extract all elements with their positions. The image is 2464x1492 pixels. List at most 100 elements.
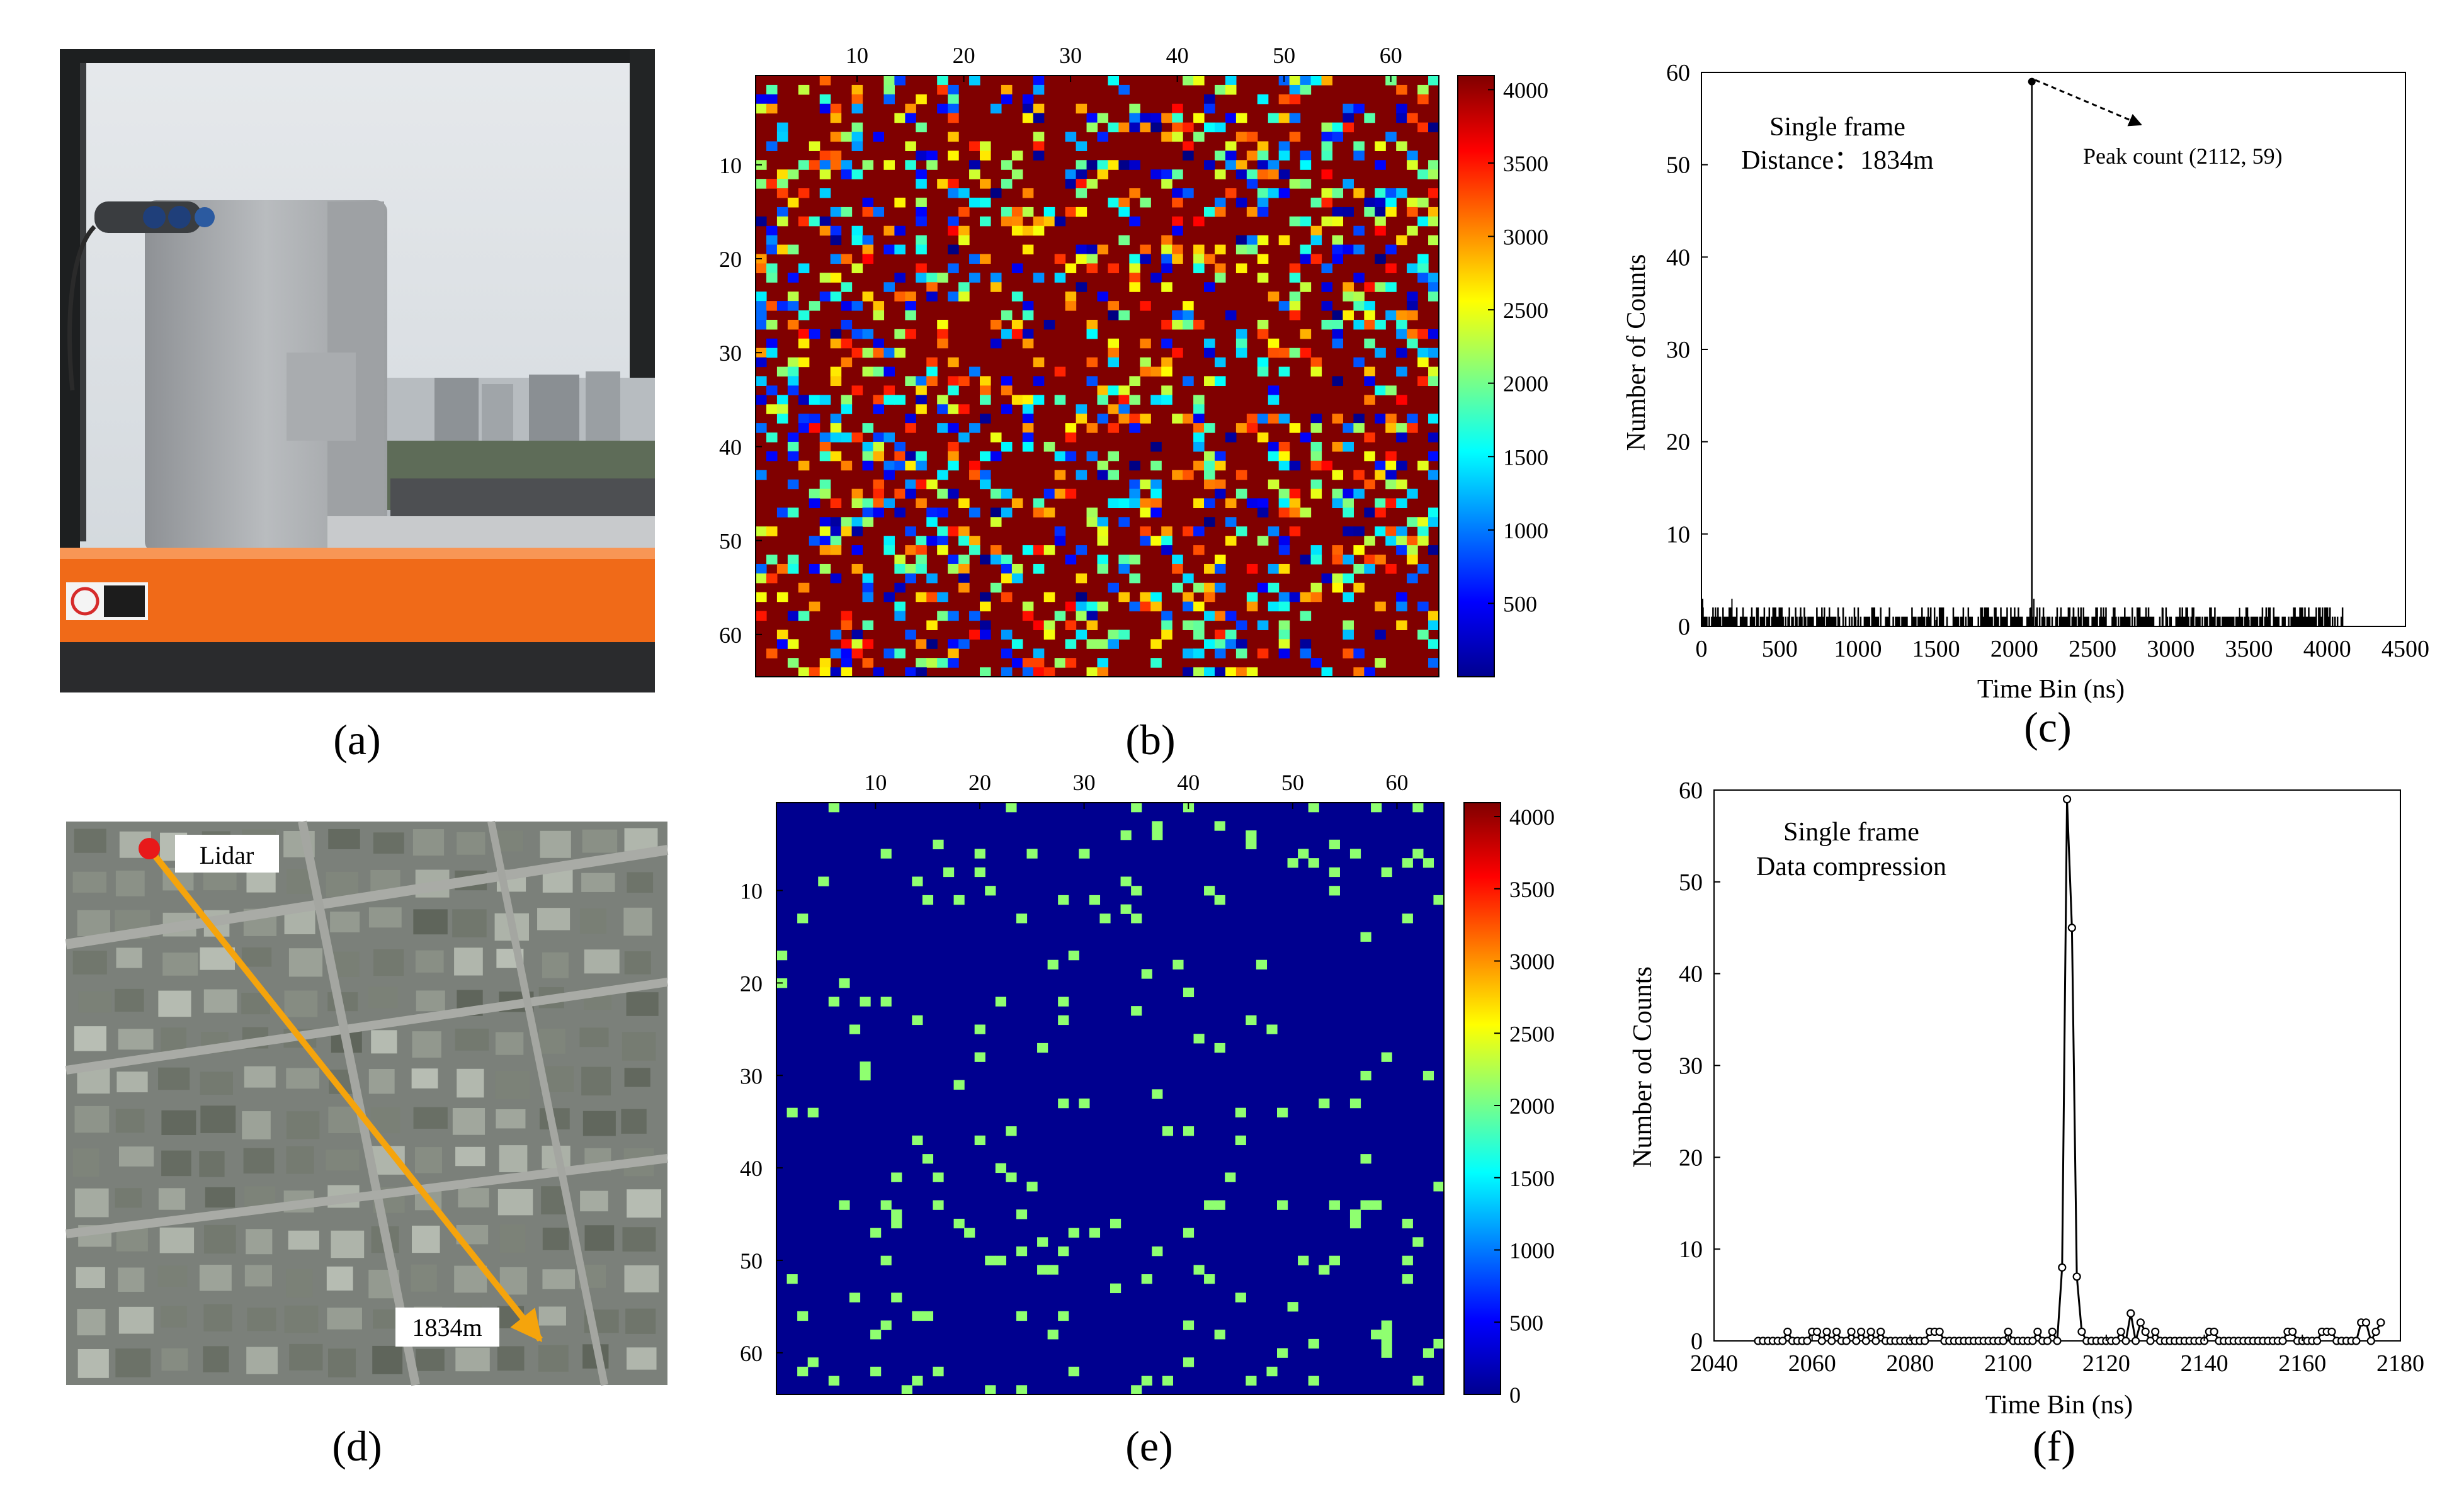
heatmap-cell (1022, 329, 1034, 339)
heatmap-cell (1381, 867, 1392, 878)
heatmap-cell (830, 235, 842, 246)
heatmap-cell (1022, 423, 1034, 433)
heatmap-cell (818, 876, 829, 886)
heatmap-cell (1268, 479, 1280, 490)
heatmap-cell (894, 348, 906, 358)
heatmap-cell (1235, 667, 1247, 677)
heatmap-cell (980, 592, 991, 602)
heatmap-cell (1118, 592, 1130, 602)
x-tick-label: 30 (1059, 43, 1082, 68)
heatmap-cell (1037, 1237, 1048, 1247)
map-block (247, 1308, 276, 1331)
heatmap-cell (1364, 507, 1375, 517)
heatmap-cell (1257, 150, 1269, 161)
heatmap-cell (1417, 329, 1429, 339)
heatmap-cell (787, 451, 799, 461)
heatmap-cell (1129, 573, 1140, 584)
heatmap-cell (1412, 849, 1424, 859)
heatmap-cell (1150, 639, 1162, 649)
heatmap-cell (1268, 414, 1280, 424)
heatmap-cell (969, 254, 980, 264)
heatmap-cell (1118, 498, 1130, 509)
heatmap-cell (1214, 611, 1226, 621)
heatmap-cell (1214, 244, 1226, 255)
heatmap-cell (937, 658, 948, 668)
heatmap-cell (948, 611, 959, 621)
heatmap-cell (916, 150, 927, 161)
heatmap-cell (787, 611, 799, 621)
heatmap-cell (873, 441, 885, 452)
heatmap-cell (819, 489, 831, 499)
map-block (115, 1348, 151, 1377)
heatmap-cell (819, 526, 831, 536)
heatmap-cell (819, 658, 831, 668)
map-block (624, 951, 651, 975)
heatmap-cell (1289, 460, 1301, 471)
heatmap-cell (797, 1366, 809, 1377)
heatmap-cell (1193, 244, 1205, 255)
heatmap-cell (1396, 592, 1407, 602)
heatmap-cell (926, 376, 938, 387)
heatmap-cell (1268, 160, 1280, 170)
heatmap-cell (776, 414, 788, 424)
x-tick-label: 2180 (2376, 1350, 2424, 1377)
heatmap-cell (883, 498, 895, 509)
heatmap-cell (1319, 1099, 1330, 1109)
heatmap-cell (1321, 460, 1333, 471)
heatmap-cell (809, 395, 820, 405)
heatmap-cell (1396, 348, 1407, 358)
heatmap-cell (1076, 169, 1087, 179)
map-block (495, 1071, 530, 1100)
heatmap-cell (798, 414, 810, 424)
lidar-label-box (175, 835, 279, 873)
heatmap-cell (1385, 263, 1397, 273)
heatmap-cell (1204, 517, 1215, 527)
heatmap-cell (916, 404, 927, 414)
heatmap-cell (980, 470, 991, 480)
heatmap-cell (851, 329, 863, 339)
heatmap-cell (1086, 160, 1098, 170)
heatmap-cell (1289, 423, 1301, 433)
heatmap-cell (1268, 338, 1280, 349)
heatmap-cell (1204, 479, 1215, 490)
heatmap-cell (937, 592, 948, 602)
heatmap-cell (1235, 329, 1247, 339)
heatmap-cell (948, 225, 959, 236)
heatmap-cell (1204, 254, 1215, 264)
x-tick-label: 10 (864, 770, 887, 795)
distance-label: 1834m (412, 1313, 482, 1342)
colorbar-tick-label: 1000 (1503, 518, 1548, 543)
heatmap-cell (1332, 319, 1344, 330)
heatmap-cell (1428, 366, 1439, 377)
heatmap-cell (1364, 282, 1375, 292)
colorbar-tick-label: 4000 (1503, 77, 1548, 103)
heatmap-cell (926, 357, 938, 368)
heatmap-cell (1172, 319, 1183, 330)
heatmap-cell (809, 498, 820, 509)
heatmap-cell (1310, 423, 1322, 433)
heatmap-cell (1108, 423, 1120, 433)
map-block (116, 1071, 148, 1093)
heatmap-cell (1225, 1172, 1236, 1182)
heatmap-cell (1364, 338, 1375, 349)
heatmap-cell (1353, 225, 1365, 236)
heatmap-cell (1108, 301, 1120, 311)
heatmap-cell (943, 867, 955, 878)
heatmap-cell (1428, 620, 1439, 630)
heatmap-cell (1172, 470, 1183, 480)
map-block (241, 947, 272, 967)
heatmap-cell (851, 630, 863, 640)
heatmap-cell (883, 348, 895, 358)
heatmap-cell (873, 395, 885, 405)
heatmap-cell (1183, 310, 1194, 320)
heatmap-cell (905, 460, 916, 471)
heatmap-cell (1321, 169, 1333, 179)
heatmap-cell (1353, 319, 1365, 330)
x-tick-label: 60 (1380, 43, 1402, 68)
heatmap-cell (776, 216, 788, 227)
peak-arrow-c (2035, 79, 2142, 127)
heatmap-cell (1097, 244, 1109, 255)
heatmap-cell (937, 536, 948, 546)
heatmap-cell (1428, 216, 1439, 227)
